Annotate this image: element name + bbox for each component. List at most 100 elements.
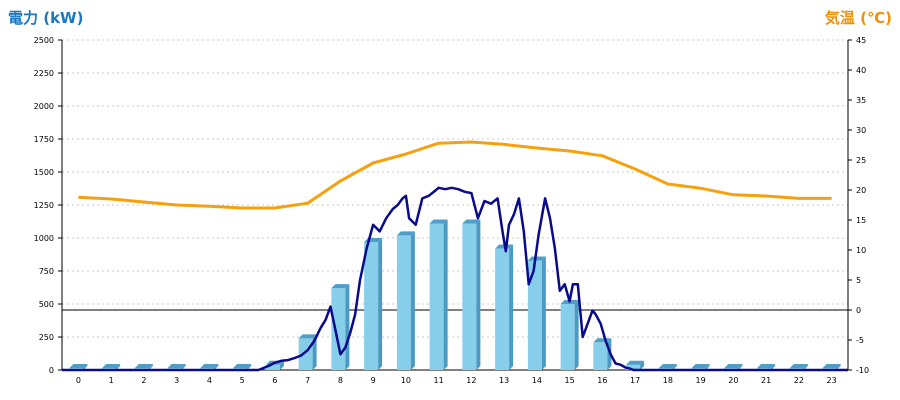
x-axis-tick-label: 2 xyxy=(141,376,146,385)
bar-side xyxy=(771,364,776,370)
bar-front xyxy=(265,364,280,370)
x-axis-tick-label: 5 xyxy=(240,376,245,385)
right-axis-tick-label: 0 xyxy=(856,306,861,315)
x-axis-tick-label: 12 xyxy=(466,376,476,385)
x-axis-tick-label: 15 xyxy=(565,376,575,385)
left-axis-tick-label: 250 xyxy=(39,333,54,342)
bar-side xyxy=(83,364,88,370)
x-axis-tick-label: 6 xyxy=(272,376,277,385)
left-axis-tick-label: 0 xyxy=(49,366,54,375)
x-axis-tick-label: 21 xyxy=(761,376,771,385)
bar-top xyxy=(233,364,252,369)
bar-top xyxy=(134,364,153,369)
bar xyxy=(429,219,448,370)
bar-side xyxy=(640,360,645,370)
bar-front xyxy=(560,304,575,370)
right-axis-tick-label: 20 xyxy=(856,186,866,195)
right-axis-tick-label: 45 xyxy=(856,36,866,45)
bar xyxy=(495,244,514,370)
bar-top xyxy=(691,364,710,369)
x-axis-tick-label: 13 xyxy=(499,376,509,385)
bar xyxy=(626,360,645,370)
bar-top xyxy=(462,219,481,224)
bar-side xyxy=(247,364,252,370)
left-axis-tick-label: 2500 xyxy=(34,36,54,45)
bar-side xyxy=(378,237,383,370)
x-axis-tick-label: 4 xyxy=(207,376,212,385)
bar xyxy=(593,338,612,370)
bar-top xyxy=(822,364,841,369)
temperature-line xyxy=(78,140,832,210)
bar xyxy=(396,231,415,370)
x-axis-tick-label: 1 xyxy=(109,376,114,385)
x-axis-tick-label: 8 xyxy=(338,376,343,385)
bar-side xyxy=(672,364,677,370)
bar-side xyxy=(476,219,481,370)
bar-front xyxy=(298,338,313,370)
bar-side xyxy=(738,364,743,370)
bar-top xyxy=(298,334,317,339)
right-axis-tick-label: -10 xyxy=(856,366,869,375)
bar xyxy=(462,219,481,370)
bar-side xyxy=(836,364,841,370)
right-axis-tick-label: 25 xyxy=(856,156,866,165)
left-axis-tick-label: 750 xyxy=(39,267,54,276)
bar-side xyxy=(181,364,186,370)
x-axis-tick-label: 20 xyxy=(728,376,738,385)
right-axis-tick-label: 40 xyxy=(856,66,866,75)
bar-side xyxy=(116,364,121,370)
bar-front xyxy=(626,364,641,370)
x-axis-tick-label: 3 xyxy=(174,376,179,385)
bar-front xyxy=(331,288,346,370)
right-axis-tick-label: 30 xyxy=(856,126,866,135)
bar-top xyxy=(102,364,121,369)
bar-side xyxy=(541,256,546,370)
bar-top xyxy=(331,284,350,289)
bar-side xyxy=(214,364,219,370)
x-axis-tick-label: 23 xyxy=(827,376,837,385)
bar-side xyxy=(443,219,448,370)
x-axis-tick-label: 18 xyxy=(663,376,673,385)
x-axis-tick-label: 16 xyxy=(597,376,607,385)
bar-side xyxy=(509,244,514,370)
x-axis-tick-label: 22 xyxy=(794,376,804,385)
bar-top xyxy=(167,364,186,369)
right-axis-tick-label: -5 xyxy=(856,336,864,345)
bar-top xyxy=(626,360,645,365)
bar-side xyxy=(148,364,153,370)
bar-side xyxy=(803,364,808,370)
left-axis-tick-label: 1750 xyxy=(34,135,54,144)
bar-front xyxy=(462,223,477,370)
bar-front xyxy=(593,342,608,370)
bar-front xyxy=(527,260,542,370)
bar-side xyxy=(279,360,284,370)
bar-front xyxy=(495,248,510,370)
left-axis-tick-label: 500 xyxy=(39,300,54,309)
left-axis-tick-label: 1500 xyxy=(34,168,54,177)
left-axis-tick-label: 1000 xyxy=(34,234,54,243)
bar-top xyxy=(724,364,743,369)
bar-top xyxy=(527,256,546,261)
right-axis-tick-label: 15 xyxy=(856,216,866,225)
bar-side xyxy=(410,231,415,370)
bar xyxy=(560,300,579,370)
bar-top xyxy=(658,364,677,369)
power-line xyxy=(62,186,848,372)
left-axis-tick-label: 1250 xyxy=(34,201,54,210)
bar xyxy=(364,237,383,370)
bar xyxy=(331,284,350,370)
bar xyxy=(527,256,546,370)
right-axis-tick-label: 35 xyxy=(856,96,866,105)
x-axis-tick-label: 14 xyxy=(532,376,542,385)
x-axis-tick-label: 10 xyxy=(401,376,411,385)
left-axis-tick-label: 2000 xyxy=(34,102,54,111)
right-axis-tick-label: 10 xyxy=(856,246,866,255)
x-axis-tick-label: 17 xyxy=(630,376,640,385)
right-axis-tick-label: 5 xyxy=(856,276,861,285)
bar-top xyxy=(429,219,448,224)
bar-top xyxy=(396,231,415,236)
bar-top xyxy=(69,364,88,369)
x-axis-tick-label: 7 xyxy=(305,376,310,385)
